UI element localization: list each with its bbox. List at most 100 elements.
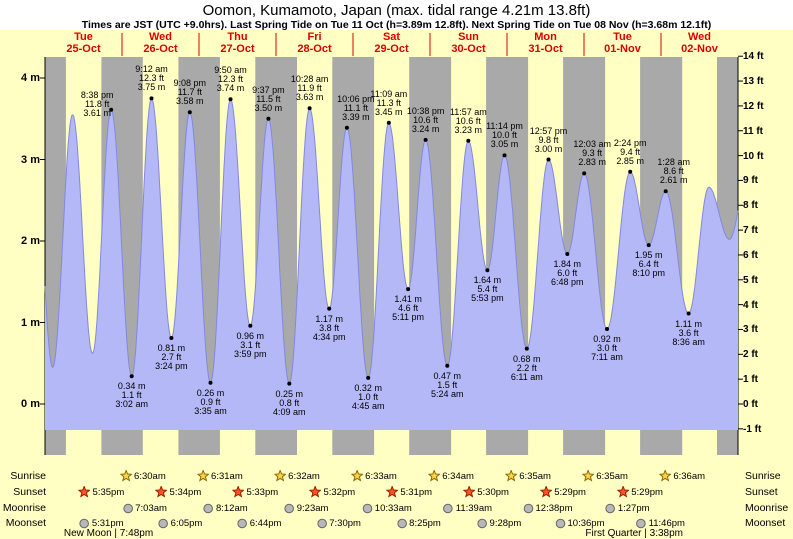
- high-tide-annotation: 2:24 pm 9.4 ft 2.85 m: [613, 137, 647, 166]
- moon-icon: [122, 503, 133, 513]
- sunrise-entry: 6:33am: [351, 469, 397, 483]
- high-tide-annotation: 9:12 am 12.3 ft 3.75 m: [135, 64, 168, 93]
- tide-extreme-dot: [307, 106, 312, 111]
- tide-curve: [44, 97, 739, 385]
- moon-phase-text: New Moon | 7:48pm: [63, 528, 154, 539]
- event-time: 11:39am: [455, 502, 493, 514]
- moon-icon: [237, 518, 248, 528]
- high-tide-annotation: 9:37 pm 11.5 ft 3.50 m: [252, 84, 285, 113]
- left-axis-label: 0 m: [21, 398, 40, 410]
- moon-icon: [284, 503, 295, 513]
- high-tide-annotation: 11:09 am 11.3 ft 3.45 m: [370, 88, 408, 117]
- right-axis-label: -1 ft: [743, 423, 762, 435]
- day-label: Sat 29-Oct: [374, 31, 409, 55]
- event-time: 6:34am: [442, 470, 474, 482]
- low-tide-annotation: 0.96 m 3.1 ft 3:59 pm: [234, 330, 267, 359]
- event-time: 6:35am: [596, 470, 628, 482]
- moonset-entry: 6:44pm: [237, 516, 281, 530]
- tide-extreme-dot: [663, 189, 668, 194]
- low-tide-annotation: 1.17 m 3.8 ft 4:34 pm: [312, 313, 346, 342]
- moonrise-entry: 1:27pm: [605, 501, 650, 515]
- moon-icon: [443, 503, 454, 513]
- sunset-entry: 5:34pm: [155, 485, 202, 499]
- event-time: 6:32am: [288, 470, 320, 482]
- right-axis-label: 6 ft: [743, 249, 758, 261]
- event-time: 9:23am: [296, 502, 329, 514]
- low-tide-annotation: 0.34 m 1.1 ft 3:02 am: [115, 381, 148, 410]
- moon-icon: [636, 518, 646, 528]
- event-time: 12:38pm: [535, 502, 573, 514]
- moon-icon: [477, 518, 487, 528]
- event-time: 6:35am: [519, 470, 551, 482]
- sunrise-star-icon: [428, 470, 441, 482]
- event-time: 5:29pm: [631, 486, 663, 498]
- tide-extreme-dot: [129, 374, 134, 379]
- subtitle: Times are JST (UTC +9.0hrs). Last Spring…: [81, 19, 712, 31]
- high-tide-annotation: 12:57 pm 9.8 ft 3.00 m: [529, 125, 568, 154]
- high-tide-annotation: 8:38 pm 11.8 ft 3.61 m: [80, 89, 114, 118]
- event-time: 5:33pm: [246, 486, 279, 498]
- day-label: Thu 27-Oct: [220, 31, 255, 55]
- tide-extreme-dot: [344, 125, 349, 130]
- low-tide-annotation: 0.92 m 3.0 ft 7:11 am: [591, 334, 623, 362]
- event-time: 9:28pm: [489, 517, 522, 529]
- right-axis-label: 8 ft: [743, 200, 758, 212]
- tide-extreme-dot: [686, 311, 691, 316]
- low-tide-annotation: 0.68 m 2.2 ft 6:11 am: [510, 353, 543, 382]
- sunrise-star-icon: [505, 470, 518, 482]
- sunset-entry: 5:29pm: [540, 485, 586, 499]
- tide-extreme-dot: [169, 336, 174, 340]
- event-time: 7:30pm: [329, 517, 361, 529]
- moonrise-entry: 10:33am: [362, 501, 412, 515]
- sunset-star-icon: [386, 486, 399, 498]
- moon-icon: [362, 503, 373, 513]
- sunset-star-icon: [463, 486, 476, 498]
- high-tide-annotation: 10:38 pm 10.6 ft 3.24 m: [406, 105, 445, 134]
- tide-extreme-dot: [423, 137, 428, 142]
- tide-extreme-dot: [466, 138, 471, 143]
- moonset-entry: 11:46pm: [636, 516, 685, 530]
- sunset-entry: 5:29pm: [617, 485, 663, 499]
- sunrise-entry: 6:34am: [428, 469, 474, 483]
- moonset-row-label-left: Moonset: [5, 517, 46, 529]
- event-time: 5:34pm: [169, 486, 202, 498]
- sunset-row-label-left: Sunset: [13, 486, 46, 498]
- low-tide-annotation: 1.95 m 6.4 ft 8:10 pm: [632, 250, 665, 279]
- event-time: 6:33am: [365, 470, 397, 482]
- day-label: Wed 02-Nov: [681, 31, 718, 55]
- day-label: Fri 28-Oct: [297, 31, 332, 55]
- moonrise-entry: 7:03am: [122, 501, 167, 515]
- sunset-star-icon: [155, 486, 168, 498]
- sunrise-row-label-left: Sunrise: [10, 470, 46, 482]
- sunset-entry: 5:35pm: [78, 485, 124, 499]
- sunset-star-icon: [232, 486, 245, 498]
- tide-extreme-dot: [524, 346, 529, 351]
- event-time: 8:25pm: [409, 517, 441, 529]
- sunrise-star-icon: [351, 470, 364, 482]
- right-axis-label: 12 ft: [743, 100, 764, 112]
- left-axis-label: 3 m: [21, 153, 40, 166]
- day-label: Tue 01-Nov: [604, 31, 641, 55]
- tide-extreme-dot: [327, 306, 332, 311]
- moonset-entry: 10:36pm: [555, 516, 604, 530]
- moonrise-row-label-left: Moonrise: [2, 502, 46, 514]
- sunset-star-icon: [540, 486, 553, 498]
- sunrise-entry: 6:35am: [582, 469, 628, 483]
- sunset-entry: 5:31pm: [386, 485, 432, 499]
- left-axis-label: 1 m: [21, 316, 40, 329]
- tide-extreme-dot: [445, 363, 450, 368]
- tide-extreme-dot: [646, 243, 651, 248]
- tide-extreme-dot: [605, 327, 609, 331]
- low-tide-annotation: 0.26 m 0.9 ft 3:35 am: [194, 387, 227, 416]
- sunrise-row-label-right: Sunrise: [745, 470, 781, 482]
- event-time: 11:46pm: [648, 517, 685, 529]
- moonrise-entry: 8:12am: [203, 501, 248, 515]
- low-tide-annotation: 1.41 m 4.6 ft 5:11 pm: [392, 294, 425, 323]
- tide-extreme-dot: [485, 268, 490, 273]
- low-tide-annotation: 1.11 m 3.6 ft 8:36 am: [672, 318, 705, 347]
- low-tide-annotation: 0.25 m 0.8 ft 4:09 am: [273, 388, 306, 417]
- sunrise-entry: 6:30am: [120, 469, 166, 483]
- tide-extreme-dot: [565, 252, 570, 256]
